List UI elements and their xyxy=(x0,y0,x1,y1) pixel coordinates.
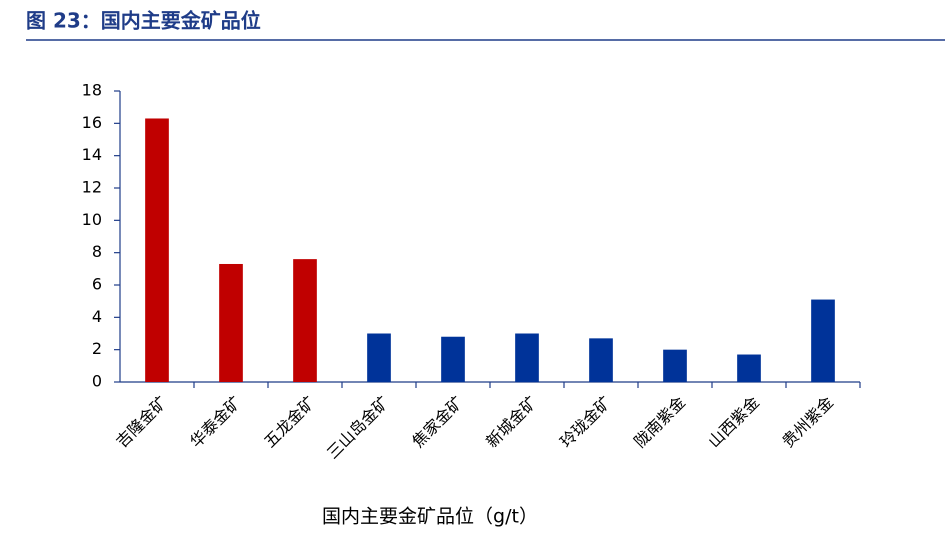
bar xyxy=(293,259,317,382)
x-tick-label: 焦家金矿 xyxy=(408,393,467,452)
x-tick-label: 三山岛金矿 xyxy=(323,393,393,463)
y-tick-label: 2 xyxy=(92,339,102,358)
y-tick-label: 4 xyxy=(92,307,102,326)
y-tick-label: 14 xyxy=(82,145,102,164)
y-tick-label: 16 xyxy=(82,113,102,132)
x-tick-label: 五龙金矿 xyxy=(260,393,319,452)
bar xyxy=(589,338,613,382)
bar xyxy=(219,263,243,382)
y-tick-label: 10 xyxy=(82,210,102,229)
x-tick-label: 新城金矿 xyxy=(482,393,541,452)
y-tick-label: 12 xyxy=(82,178,102,197)
x-tick-label: 吉隆金矿 xyxy=(112,393,171,452)
x-tick-label: 山西紫金 xyxy=(704,393,763,452)
x-tick-label: 贵州紫金 xyxy=(778,393,837,452)
bar xyxy=(515,333,539,382)
x-tick-label: 玲珑金矿 xyxy=(556,393,615,452)
bar xyxy=(663,349,687,382)
y-tick-label: 8 xyxy=(92,242,102,261)
bar xyxy=(145,118,169,382)
x-axis-label: 国内主要金矿品位（g/t） xyxy=(322,506,538,528)
bar xyxy=(441,336,465,382)
x-tick-label: 华泰金矿 xyxy=(186,393,245,452)
chart-title: 图 23：国内主要金矿品位 xyxy=(26,9,261,33)
y-tick-label: 6 xyxy=(92,275,102,294)
bar xyxy=(737,354,761,382)
bar xyxy=(367,333,391,382)
bar xyxy=(811,299,835,382)
y-tick-label: 18 xyxy=(82,81,102,100)
y-tick-label: 0 xyxy=(92,372,102,391)
x-tick-label: 陇南紫金 xyxy=(630,393,689,452)
